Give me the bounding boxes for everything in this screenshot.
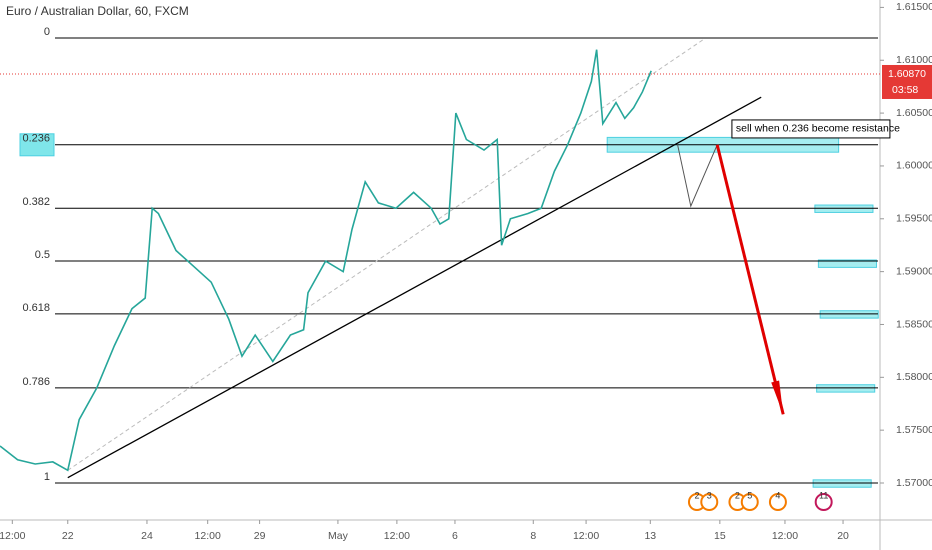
x-tick-label: 12:00 [195, 530, 221, 542]
event-label: 5 [747, 490, 752, 500]
fib-label: 0.618 [22, 302, 50, 314]
x-tick-label: 12:00 [384, 530, 410, 542]
arrow-head [771, 380, 784, 415]
trendline [67, 96, 762, 479]
zone [814, 204, 874, 213]
projection [677, 144, 718, 208]
annotation: sell when 0.236 become resistance [736, 123, 900, 135]
event-label: 4 [775, 490, 780, 500]
price-line [0, 49, 652, 472]
y-tick-label: 1.60000 [896, 160, 932, 172]
x-tick-label: 29 [254, 530, 266, 542]
y-tick-label: 1.59500 [896, 213, 932, 225]
y-tick-label: 1.60500 [896, 107, 932, 119]
event-icon [814, 493, 833, 511]
x-tick-label: 13 [644, 530, 656, 542]
x-tick-label: 15 [714, 530, 726, 542]
countdown: 03:58 [892, 84, 918, 96]
event-label: 2 [694, 490, 699, 500]
fib-label: 0.786 [22, 376, 50, 388]
y-tick-label: 1.57000 [896, 477, 932, 489]
fib-label: 0.382 [22, 196, 50, 208]
arrow [715, 144, 785, 415]
zone [819, 310, 879, 319]
y-tick-label: 1.57500 [896, 424, 932, 436]
x-tick-label: 6 [452, 530, 458, 542]
x-tick-label: 8 [530, 530, 536, 542]
zone [816, 384, 876, 393]
x-tick-label: 12:00 [772, 530, 798, 542]
last-price-box [882, 64, 932, 99]
x-tick-label: 12:00 [0, 530, 26, 542]
event-icon [768, 493, 787, 511]
fib-label: 0.5 [35, 249, 50, 261]
y-tick-label: 1.61500 [896, 1, 932, 13]
annotation-box [731, 119, 891, 139]
y-tick-label: 1.59000 [896, 265, 932, 277]
y-tick-label: 1.58500 [896, 318, 932, 330]
x-tick-label: 12:00 [573, 530, 599, 542]
zone [817, 259, 877, 268]
fib-guide [67, 38, 705, 471]
event-label: 3 [707, 490, 712, 500]
last-price-label: 1.60870 [888, 68, 926, 80]
y-tick-label: 1.61000 [896, 54, 932, 66]
event-label: 11 [819, 490, 828, 500]
event-icon [740, 493, 759, 511]
fib-label: 1 [44, 471, 50, 483]
chart-title: Euro / Australian Dollar, 60, FXCM [6, 4, 189, 18]
x-tick-label: May [328, 530, 349, 542]
fib-label-box [19, 133, 55, 157]
event-label: 2 [735, 490, 740, 500]
zone [812, 479, 872, 488]
x-tick-label: 24 [141, 530, 153, 542]
fib-label: 0 [44, 26, 50, 38]
x-tick-label: 20 [837, 530, 849, 542]
y-tick-label: 1.58000 [896, 371, 932, 383]
event-icon [700, 493, 719, 511]
fib-label: 0.236 [22, 133, 50, 145]
x-tick-label: 22 [62, 530, 74, 542]
